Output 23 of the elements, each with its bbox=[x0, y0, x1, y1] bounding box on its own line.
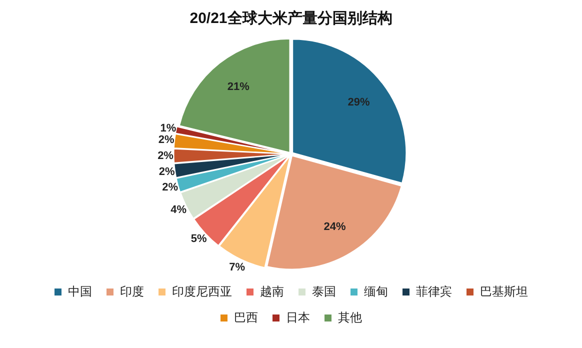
legend-label: 缅甸 bbox=[364, 284, 388, 298]
data-label: 2% bbox=[158, 150, 174, 162]
legend-label: 越南 bbox=[260, 284, 284, 298]
data-label: 2% bbox=[162, 181, 178, 194]
legend-label: 泰国 bbox=[312, 284, 336, 298]
legend-label: 巴西 bbox=[234, 310, 258, 324]
legend-label: 印度 bbox=[120, 284, 144, 298]
data-label: 2% bbox=[158, 134, 174, 146]
chart-title: 20/21全球大米产量分国别结构 bbox=[190, 10, 392, 28]
data-label: 24% bbox=[324, 221, 346, 234]
legend-label: 印度尼西亚 bbox=[172, 284, 232, 298]
data-label: 2% bbox=[158, 166, 175, 178]
data-label: 5% bbox=[190, 233, 207, 246]
data-label: 21% bbox=[227, 81, 250, 94]
legend-label: 中国 bbox=[68, 284, 92, 298]
data-label: 4% bbox=[170, 204, 187, 216]
legend-label: 菲律宾 bbox=[416, 284, 452, 298]
data-label: 1% bbox=[160, 122, 176, 134]
data-label: 7% bbox=[229, 261, 246, 274]
legend-label: 其他 bbox=[338, 310, 362, 324]
data-label: 29% bbox=[348, 96, 370, 108]
legend-label: 日本 bbox=[286, 310, 310, 324]
legend-label: 巴基斯坦 bbox=[480, 284, 528, 298]
